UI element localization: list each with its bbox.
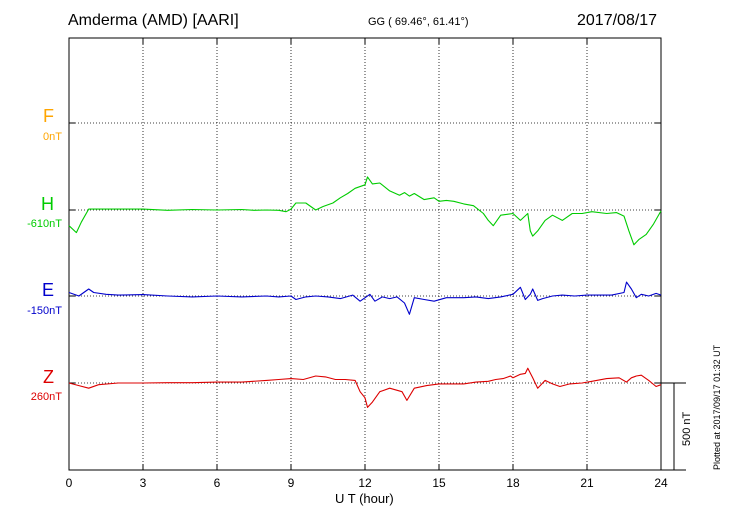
component-e-baseline: -150nT (27, 305, 62, 317)
geo-coordinates: GG ( 69.46°, 61.41°) (368, 16, 469, 28)
x-tick-label: 12 (358, 476, 372, 490)
x-tick-label: 9 (288, 476, 295, 490)
x-axis-title: U T (hour) (335, 491, 394, 506)
station-title: Amderma (AMD) [AARI] (68, 12, 239, 29)
component-f-name: F (43, 106, 54, 126)
series-h-line (68, 176, 662, 246)
component-z-baseline: 260nT (30, 391, 62, 403)
scale-bar-label: 500 nT (681, 411, 693, 446)
series-layer (68, 176, 662, 408)
plotted-timestamp: Plotted at 2017/09/17 01:32 UT (712, 344, 722, 470)
plot-date: 2017/08/17 (577, 12, 658, 29)
x-tick-label: 18 (506, 476, 520, 490)
series-z-line (68, 367, 662, 408)
x-tick-label: 21 (580, 476, 594, 490)
x-tick-label: 0 (66, 476, 73, 490)
component-z-name: Z (43, 367, 54, 387)
grid (69, 38, 661, 470)
x-tick-label: 15 (432, 476, 446, 490)
component-e-name: E (41, 280, 54, 300)
series-e-line (68, 281, 662, 315)
component-h-name: H (41, 194, 54, 214)
x-axis-ticks: 0 3 6 9 12 15 18 21 24 (66, 38, 668, 490)
component-h-baseline: -610nT (27, 218, 62, 230)
scale-bar (661, 382, 686, 471)
x-tick-label: 24 (654, 476, 668, 490)
x-tick-label: 3 (140, 476, 147, 490)
component-f-baseline: 0nT (43, 131, 62, 143)
x-tick-label: 6 (214, 476, 221, 490)
